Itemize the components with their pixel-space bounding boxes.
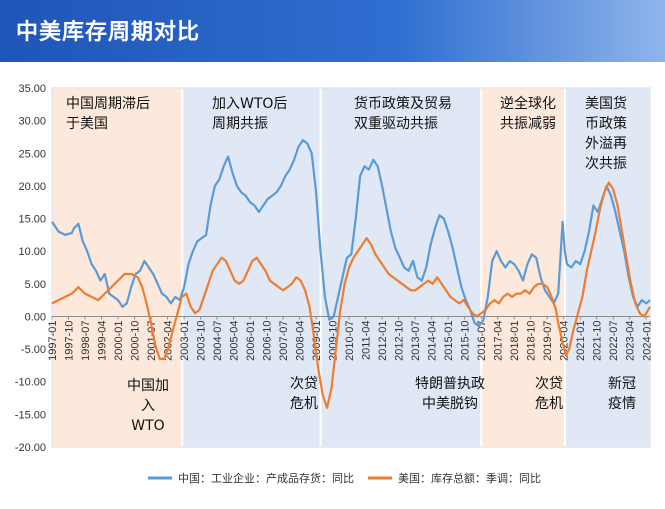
region-label: 美国货 <box>585 95 627 112</box>
x-tick-label: 2002-04 <box>163 320 175 360</box>
x-tick-label: 2015-10 <box>460 320 472 360</box>
region-label: 于美国 <box>66 116 108 132</box>
region-band <box>482 88 564 447</box>
x-tick-label: 2010-07 <box>344 320 356 360</box>
x-tick-label: 2016-07 <box>476 320 488 360</box>
header-banner: 中美库存周期对比 <box>0 0 665 62</box>
x-tick-label: 2017-04 <box>493 320 505 360</box>
region-label: 加入WTO后 <box>212 96 287 112</box>
y-tick-label: 30.00 <box>18 116 46 128</box>
region-label: 共振减弱 <box>500 116 556 132</box>
x-tick-label: 2012-10 <box>394 320 406 360</box>
region-label: 逆全球化 <box>500 95 556 112</box>
event-label: 疫情 <box>608 396 636 412</box>
event-label: 中美脱钩 <box>422 396 478 412</box>
region-label: 次共振 <box>585 156 627 172</box>
x-tick-label: 2018-01 <box>509 320 521 360</box>
event-label: 危机 <box>290 396 318 412</box>
y-tick-label: 10.00 <box>18 246 46 258</box>
x-tick-label: 2021-01 <box>575 320 587 360</box>
x-tick-label: 2021-10 <box>592 320 604 360</box>
x-tick-label: 2007-07 <box>278 320 290 360</box>
series-line-china <box>51 139 651 328</box>
event-label: 入 <box>141 398 155 414</box>
y-tick-label: 25.00 <box>18 148 46 160</box>
x-tick-label: 2015-01 <box>443 320 455 360</box>
legend-label: 美国：库存总额：季调：同比 <box>398 471 541 485</box>
event-label: 特朗普执政 <box>415 376 485 392</box>
y-tick-label: 35.00 <box>18 83 46 95</box>
region-label: 中国周期滞后 <box>66 96 150 112</box>
x-tick-label: 2003-10 <box>196 320 208 360</box>
y-tick-label: -5.00 <box>21 344 46 356</box>
region-label: 周期共振 <box>212 116 268 132</box>
x-tick-label: 2014-04 <box>427 320 439 360</box>
event-label: 中国加 <box>127 378 169 394</box>
x-tick-label: 2022-07 <box>608 320 620 360</box>
region-band <box>565 88 649 447</box>
region-band <box>53 88 182 447</box>
x-tick-label: 2012-01 <box>377 320 389 360</box>
x-tick-label: 2003-01 <box>179 320 191 360</box>
x-tick-label: 1998-07 <box>80 320 92 360</box>
event-label: 次贷 <box>290 376 318 392</box>
legend-label: 中国：工业企业：产成品存货：同比 <box>178 471 354 485</box>
y-tick-label: 0.00 <box>25 311 46 323</box>
x-tick-label: 2019-07 <box>542 320 554 360</box>
y-tick-label: -10.00 <box>15 377 46 389</box>
region-label: 外溢再 <box>585 136 627 152</box>
x-tick-label: 1999-04 <box>97 320 109 360</box>
x-tick-label: 2001-07 <box>146 320 158 360</box>
x-tick-label: 2013-07 <box>410 320 422 360</box>
x-tick-label: 2006-10 <box>262 320 274 360</box>
region-label: 币政策 <box>585 115 627 132</box>
x-tick-label: 2018-10 <box>526 320 538 360</box>
region-label: 双重驱动共振 <box>354 116 438 132</box>
x-tick-label: 2004-07 <box>212 320 224 360</box>
region-band <box>183 88 320 447</box>
x-tick-label: 2000-01 <box>113 320 125 360</box>
x-tick-label: 1997-01 <box>47 320 59 360</box>
x-tick-label: 2011-04 <box>361 320 373 360</box>
x-tick-label: 2023-04 <box>625 320 637 360</box>
y-tick-label: 15.00 <box>18 214 46 226</box>
y-tick-label: 5.00 <box>25 279 46 291</box>
x-tick-label: 1997-10 <box>64 320 76 360</box>
series-line-us <box>51 181 651 409</box>
x-tick-label: 2005-04 <box>229 320 241 360</box>
event-label: 新冠 <box>608 376 636 392</box>
y-tick-label: -15.00 <box>15 409 46 421</box>
x-tick-label: 2000-10 <box>130 320 142 360</box>
x-tick-label: 2006-01 <box>245 320 257 360</box>
event-label: WTO <box>131 418 164 434</box>
x-tick-label: 2024-01 <box>641 320 653 360</box>
event-label: 危机 <box>535 396 563 412</box>
region-label: 货币政策及贸易 <box>354 95 452 112</box>
y-tick-label: -20.00 <box>15 442 46 454</box>
event-label: 次贷 <box>535 376 563 392</box>
y-tick-label: 20.00 <box>18 181 46 193</box>
x-tick-label: 2008-04 <box>295 320 307 360</box>
page-title: 中美库存周期对比 <box>16 20 201 45</box>
